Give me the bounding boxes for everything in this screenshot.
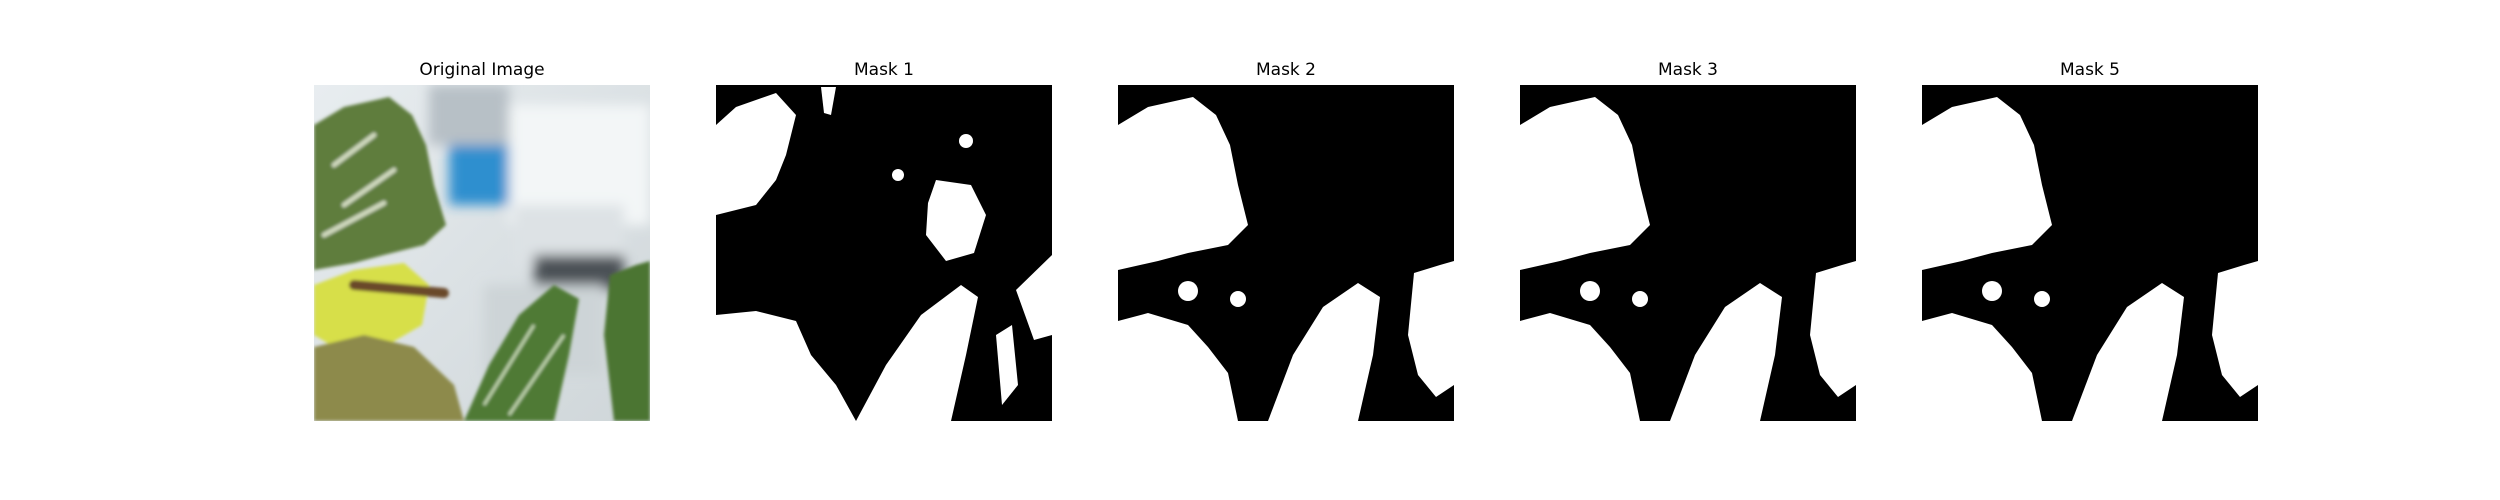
panel-title: Mask 5 xyxy=(2059,60,2120,80)
panel-title: Mask 2 xyxy=(1255,60,1316,80)
mask-image xyxy=(1118,85,1454,421)
panel-title: Mask 3 xyxy=(1657,60,1718,80)
mask-image xyxy=(1520,85,1856,421)
panel-title: Original Image xyxy=(419,60,545,80)
original-image xyxy=(314,85,650,421)
mask-image xyxy=(1922,85,2258,421)
mask-image xyxy=(716,85,1052,421)
panel-title: Mask 1 xyxy=(853,60,914,80)
